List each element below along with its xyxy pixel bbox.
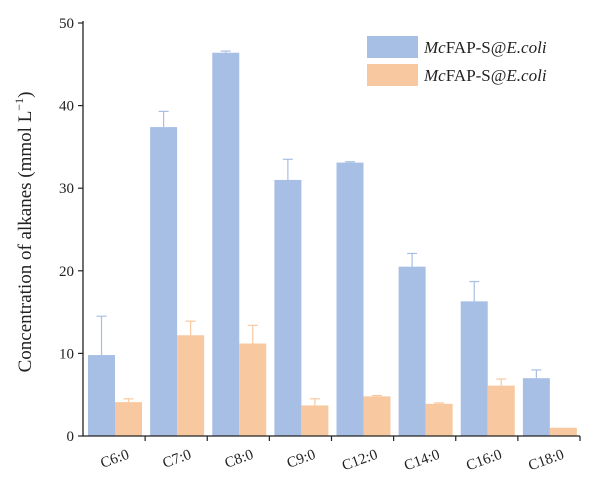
- bar-C6-0-series-2: [115, 402, 142, 436]
- y-tick-label: 50: [59, 16, 74, 32]
- legend-label-plain: FAP-S@: [446, 66, 507, 85]
- y-tick-label: 30: [59, 181, 74, 197]
- bar-C8-0-series-2: [239, 343, 267, 436]
- x-tick-label: C8:0: [223, 447, 256, 472]
- legend-label-organism: E.coli: [505, 66, 546, 85]
- bar-C9-0-series-2: [301, 405, 329, 436]
- legend-label-italic: Mc: [423, 66, 446, 85]
- x-tick-label: C12:0: [340, 447, 380, 475]
- bar-C8-0-series-1: [212, 52, 240, 437]
- legend-swatch-series-1: [367, 36, 418, 58]
- bar-C7-0-series-1: [150, 127, 178, 437]
- bar-C18-0-series-2: [549, 427, 577, 436]
- bar-C6-0-series-1: [88, 355, 115, 436]
- legend-swatch-series-2: [367, 64, 418, 86]
- bar-C14-0-series-1: [398, 266, 426, 436]
- y-axis-title-text: Concentration of alkanes (mmol L: [15, 111, 36, 373]
- bar-C12-0-series-2: [363, 396, 391, 436]
- x-tick-label: C6:0: [99, 447, 132, 472]
- y-tick-label: 20: [59, 264, 74, 280]
- bar-C14-0-series-2: [425, 403, 453, 436]
- y-axis-title: Concentration of alkanes (mmol L−1): [12, 92, 36, 373]
- y-tick-label: 0: [67, 429, 75, 445]
- y-axis-title-close: ): [15, 92, 36, 98]
- y-axis: 0 10 20 30 40 50: [59, 16, 83, 445]
- bar-C18-0-series-1: [522, 378, 550, 436]
- x-axis: C6:0 C7:0 C8:0 C9:0 C12:0 C14:0 C16:0 C18:0: [99, 436, 581, 475]
- legend-label-series-2: McFAP-S@E.coli: [423, 66, 547, 85]
- bar-C9-0-series-1: [274, 179, 302, 436]
- x-tick-label: C18:0: [526, 447, 566, 475]
- x-tick-label: C9:0: [285, 447, 318, 472]
- bar-C16-0-series-2: [487, 385, 515, 436]
- legend-label-italic: Mc: [423, 38, 446, 57]
- error-bars: [96, 50, 542, 406]
- legend-label-series-1: McFAP-S@E.coli: [423, 38, 547, 57]
- bar-C16-0-series-1: [460, 301, 488, 436]
- y-tick-label: 10: [59, 346, 74, 362]
- bar-C12-0-series-1: [336, 162, 364, 436]
- bar-C7-0-series-2: [177, 335, 205, 436]
- legend-label-plain: FAP-S@: [446, 38, 507, 57]
- x-tick-label: C14:0: [402, 447, 442, 475]
- x-tick-label: C16:0: [464, 447, 504, 475]
- y-tick-label: 40: [59, 99, 74, 115]
- x-tick-label: C7:0: [161, 447, 194, 472]
- legend-label-organism: E.coli: [505, 38, 546, 57]
- y-axis-title-superscript: −1: [12, 98, 26, 111]
- bars: [88, 52, 577, 437]
